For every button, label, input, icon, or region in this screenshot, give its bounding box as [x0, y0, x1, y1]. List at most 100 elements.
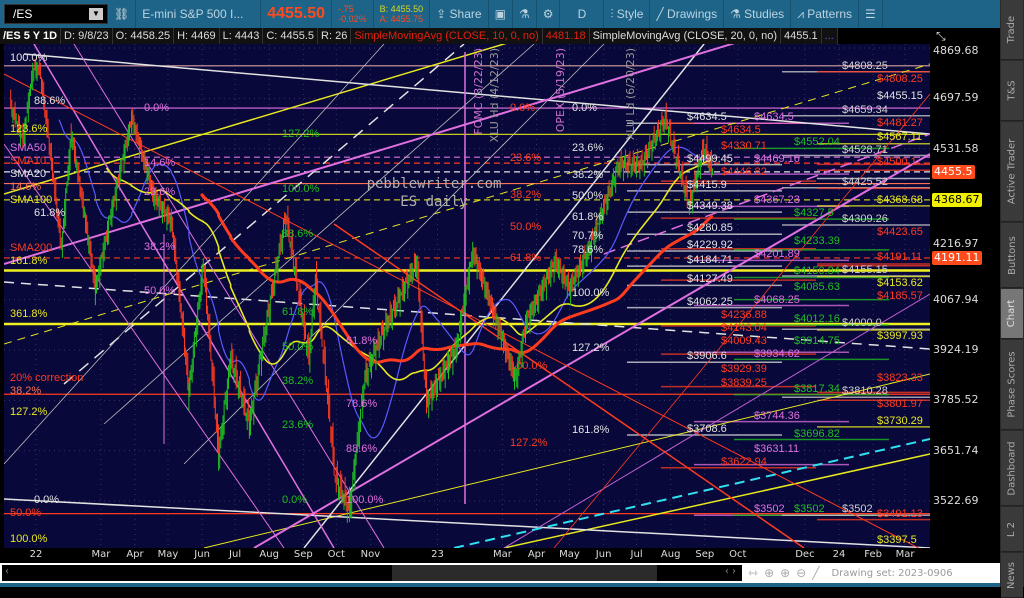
trendline[interactable] — [4, 498, 930, 548]
gear-icon[interactable]: ⚙ — [537, 0, 561, 28]
level-label: $4499.45 — [687, 152, 733, 165]
date-tick: Jul — [229, 549, 242, 560]
tab-buttons[interactable]: Buttons — [1001, 223, 1023, 288]
last-price: 4455.50 — [261, 0, 333, 28]
trendline[interactable] — [453, 438, 930, 548]
chevron-down-icon[interactable]: ▼ — [89, 8, 103, 20]
zoom-out-icon[interactable]: ⊖ — [796, 566, 807, 580]
drawings-button[interactable]: ╱ Drawings — [650, 0, 725, 28]
drawing-pencil-icon[interactable]: ╱ — [812, 566, 820, 580]
tab-label: T&S — [1006, 80, 1018, 101]
fib-label: 61.8% — [510, 251, 542, 264]
sma20-study[interactable]: SimpleMovingAvg (CLOSE, 20, 0, no) — [589, 28, 782, 44]
trendline[interactable] — [603, 133, 930, 255]
level-label: $4423.65 — [877, 226, 923, 239]
event-label: XLU Ld (6/20/23) — [624, 48, 637, 141]
fib-label: 14.6% — [10, 180, 42, 193]
trendline[interactable] — [4, 63, 930, 345]
level-label: $3744.36 — [754, 409, 800, 422]
trendline[interactable] — [253, 153, 930, 548]
price-chart[interactable]: $4634.5 $4499.45 $4415.9 $4349.38 $4280.85 $4… — [4, 44, 930, 548]
sma10-study[interactable]: SimpleMovingAvg (CLOSE, 10, 0, no) — [351, 28, 543, 44]
menu-icon[interactable]: ☰ — [859, 0, 883, 28]
share-button[interactable]: ⇪ Share — [430, 0, 489, 28]
level-label: $3817.34 — [794, 382, 840, 395]
zoom-in-icon[interactable]: ⊕ — [780, 566, 791, 580]
bar-date: D: 9/8/23 — [61, 28, 113, 44]
trendline[interactable] — [4, 73, 930, 548]
fib-label: 38.2% — [282, 375, 314, 388]
studies-label: Studies — [744, 7, 785, 21]
patterns-button[interactable]: ⩘ Patterns — [791, 0, 859, 28]
trendline[interactable] — [4, 44, 930, 265]
chart-canvas[interactable] — [4, 44, 930, 548]
date-tick: Mar — [895, 549, 915, 560]
flask-icon[interactable]: ⚗ — [513, 0, 537, 28]
price-tick: 4216.97 — [933, 237, 979, 251]
crosshair-icon[interactable]: ⊕ — [764, 566, 775, 580]
scrollbar-thumb[interactable] — [392, 565, 657, 581]
date-tick: Mar — [492, 549, 512, 560]
fib-label: 127.2% — [282, 128, 320, 141]
symbol-selector[interactable]: /ES ▼ — [4, 4, 108, 24]
fib-label: 100.0% — [346, 493, 384, 506]
level-label: $4062.25 — [687, 295, 733, 308]
candle-icon: ⫶ — [610, 6, 617, 21]
tab-label: Trade — [1006, 15, 1018, 44]
level-label: $4469.16 — [754, 153, 800, 166]
more-studies[interactable]: ... — [821, 28, 838, 44]
trendline[interactable] — [4, 44, 385, 465]
tab-chart[interactable]: Chart — [1001, 289, 1023, 339]
pan-icon[interactable]: ⇿ — [748, 566, 759, 580]
link-icon[interactable]: ⛓ — [108, 0, 137, 28]
level-label: $4330.71 — [721, 140, 767, 153]
drawing-set-selector[interactable]: Drawing set: 2023-0906 — [831, 567, 953, 579]
price-axis[interactable]: 4455.5 4368.67 4191.11 4869.68 4697.59 4531.5… — [930, 44, 1000, 548]
tab-news[interactable]: News — [1001, 553, 1023, 598]
trendline[interactable] — [4, 44, 704, 195]
level-label: $4659.34 — [842, 103, 888, 116]
last-price-value: 4455.50 — [267, 5, 326, 22]
trendline[interactable] — [4, 143, 285, 548]
trendline[interactable] — [103, 44, 535, 425]
date-tick: May — [559, 549, 580, 560]
chart-scrollbar[interactable]: ‹ ‹ › — [2, 565, 742, 581]
date-tick: Oct — [327, 549, 345, 560]
price-candles — [10, 56, 713, 523]
trendline[interactable] — [503, 293, 930, 548]
date-tick: Feb — [864, 549, 882, 560]
fib-label: SMA50 — [10, 141, 47, 154]
trendline[interactable] — [303, 44, 705, 548]
scroll-left-icon[interactable]: ‹ — [5, 566, 9, 577]
tab-trade[interactable]: Trade — [1001, 0, 1023, 60]
level-label: $3906.6 — [687, 350, 727, 363]
bid: B: 4455.50 — [379, 4, 424, 14]
scroll-arrows-icon[interactable]: ‹ › — [724, 566, 736, 577]
tab-phase-scores[interactable]: Phase Scores — [1001, 340, 1023, 430]
price-marker: 4191.11 — [932, 250, 982, 265]
trendline[interactable] — [503, 453, 930, 548]
tab-dashboard[interactable]: Dashboard — [1001, 431, 1023, 506]
date-axis[interactable]: 22 Mar Apr May Jun Jul Aug Sep Oct Nov 23 Mar Apr May… — [4, 548, 930, 562]
trendline[interactable] — [33, 44, 335, 548]
trendline[interactable] — [203, 373, 930, 548]
price-tick: 3785.52 — [933, 393, 979, 407]
auto-fit-icon[interactable]: ⤡ — [936, 29, 946, 43]
level-label: $4415.9 — [687, 178, 727, 191]
trendline[interactable] — [73, 44, 385, 548]
style-button[interactable]: ⫶ Style — [604, 0, 651, 28]
tab-t-s[interactable]: T&S — [1001, 61, 1023, 121]
fib-label: 100.0% — [510, 359, 548, 372]
trendline[interactable] — [553, 93, 930, 548]
fib-label: SMA20 — [10, 168, 47, 181]
date-tick: Aug — [259, 549, 279, 560]
price-marker: 4368.67 — [932, 192, 982, 207]
level-label: $4500.1 — [877, 156, 917, 169]
aggregation-button[interactable]: D — [560, 0, 605, 28]
tab-l-2[interactable]: L 2 — [1001, 507, 1023, 552]
tab-active-trader[interactable]: Active Trader — [1001, 122, 1023, 222]
alert-icon[interactable]: ▣ — [489, 0, 513, 28]
chart-period[interactable]: /ES 5 Y 1D — [0, 28, 62, 44]
level-label: $4000.0 — [842, 317, 882, 330]
studies-button[interactable]: ⚗ Studies — [724, 0, 792, 28]
